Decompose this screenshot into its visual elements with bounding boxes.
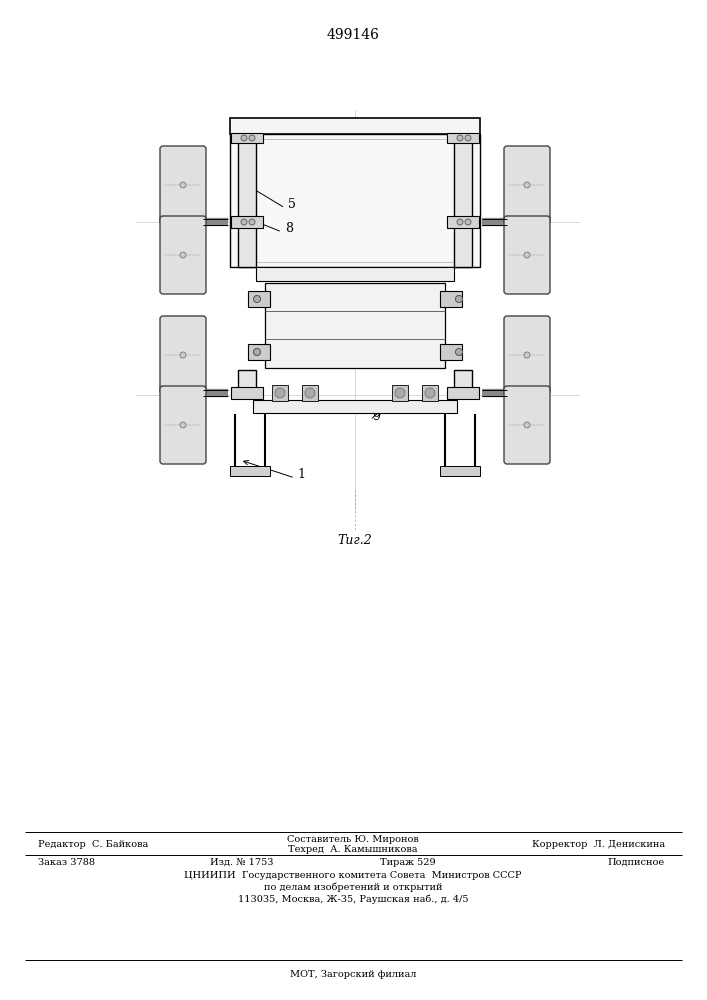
Text: 5: 5 [288,198,296,212]
Text: 6: 6 [302,336,310,349]
FancyBboxPatch shape [160,216,206,294]
Bar [256,267,454,281]
Bar [454,134,472,267]
Text: Подписное: Подписное [608,858,665,867]
Ellipse shape [305,388,315,398]
Text: Составитель Ю. Миронов: Составитель Ю. Миронов [287,835,419,844]
Ellipse shape [254,296,260,302]
Ellipse shape [180,182,186,188]
Bar [447,387,479,399]
Ellipse shape [455,349,462,356]
Ellipse shape [241,219,247,225]
Ellipse shape [455,296,462,302]
Text: Редактор  С. Байкова: Редактор С. Байкова [38,840,148,849]
Text: Тираж 529: Тираж 529 [380,858,436,867]
Bar [231,216,263,228]
Bar [230,466,270,476]
Text: ЦНИИПИ  Государственного комитета Совета  Министров СССР: ЦНИИПИ Государственного комитета Совета … [185,871,522,880]
Bar [248,291,270,307]
Text: 1: 1 [297,468,305,482]
FancyBboxPatch shape [504,316,550,394]
FancyBboxPatch shape [504,386,550,464]
Text: Корректор  Л. Денискина: Корректор Л. Денискина [532,840,665,849]
Text: 113035, Москва, Ж-35, Раушская наб., д. 4/5: 113035, Москва, Ж-35, Раушская наб., д. … [238,895,468,904]
Bar [238,134,256,267]
Bar [447,133,479,143]
Ellipse shape [465,219,471,225]
Bar [440,344,462,360]
Ellipse shape [254,349,260,356]
Text: Заказ 3788: Заказ 3788 [38,858,95,867]
Bar [440,466,480,476]
Bar [447,216,479,228]
Text: 499146: 499146 [327,28,380,42]
Bar [302,385,318,401]
Bar [454,370,472,398]
Bar [230,134,480,267]
Ellipse shape [524,252,530,258]
Ellipse shape [524,352,530,358]
Bar [392,385,408,401]
Ellipse shape [254,296,260,302]
Text: по делам изобретений и открытий: по делам изобретений и открытий [264,883,443,892]
Ellipse shape [254,349,260,356]
Text: 8: 8 [285,223,293,235]
Ellipse shape [180,422,186,428]
Ellipse shape [524,182,530,188]
Bar [253,400,457,413]
Ellipse shape [249,219,255,225]
Ellipse shape [395,388,405,398]
FancyBboxPatch shape [504,216,550,294]
Ellipse shape [457,219,463,225]
Ellipse shape [524,422,530,428]
Ellipse shape [275,388,285,398]
Ellipse shape [425,388,435,398]
FancyBboxPatch shape [504,146,550,224]
Text: 7: 7 [317,268,325,282]
Bar [272,385,288,401]
FancyBboxPatch shape [160,146,206,224]
Bar [265,283,445,368]
Text: 9: 9 [372,410,380,424]
Bar [422,385,438,401]
FancyBboxPatch shape [160,386,206,464]
Ellipse shape [465,135,471,141]
Ellipse shape [455,349,462,356]
Bar [440,291,462,307]
Ellipse shape [241,135,247,141]
Ellipse shape [457,135,463,141]
Text: Техред  А. Камышникова: Техред А. Камышникова [288,845,418,854]
Text: Изд. № 1753: Изд. № 1753 [210,858,274,867]
Bar [230,118,480,134]
Bar [231,133,263,143]
Text: Τиг.2: Τиг.2 [338,534,373,546]
Ellipse shape [249,135,255,141]
Text: МОТ, Загорский филиал: МОТ, Загорский филиал [290,970,416,979]
Bar [231,387,263,399]
Bar [248,344,270,360]
Bar [238,370,256,398]
FancyBboxPatch shape [160,316,206,394]
Bar [240,139,470,262]
Ellipse shape [180,252,186,258]
Ellipse shape [455,296,462,302]
Ellipse shape [180,352,186,358]
